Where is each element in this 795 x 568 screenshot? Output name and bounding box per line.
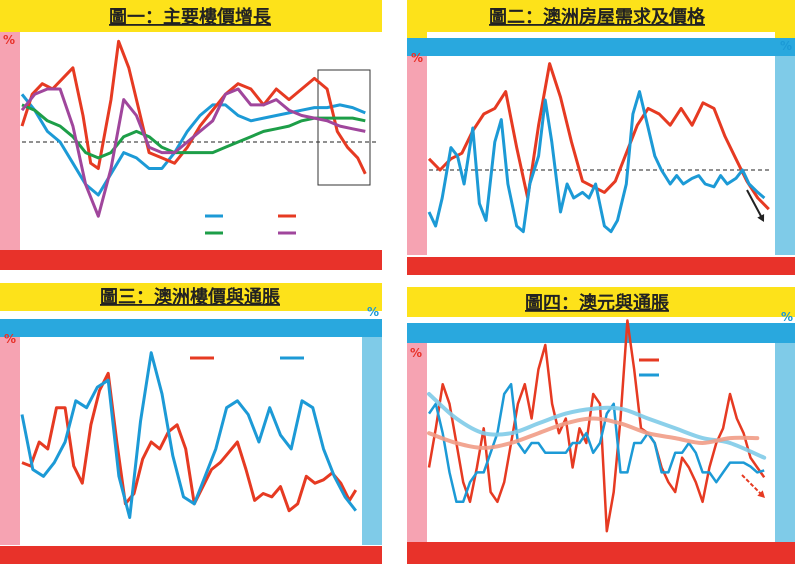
chart-4-right-unit: % — [781, 310, 793, 324]
chart-1-series-line — [20, 93, 366, 197]
chart-4-svg: 圖四：澳元與通脹 % % — [407, 287, 795, 564]
chart-panel-1: 圖一：主要樓價增長 % — [0, 0, 382, 270]
chart-4-bottom-axis-strip — [407, 542, 795, 564]
chart-1-series-line — [20, 39, 367, 175]
chart-2-series-line — [427, 90, 766, 234]
chart-3-series-line — [21, 371, 358, 513]
chart-1-svg: 圖一：主要樓價增長 % — [0, 0, 382, 270]
chart-2-top-axis-strip — [407, 38, 795, 56]
chart-2-arrow-line — [746, 189, 763, 219]
chart-4-trend-line — [427, 392, 767, 460]
chart-4-trend-line — [427, 416, 760, 450]
chart-1-series-line — [20, 87, 366, 218]
chart-3-left-unit: % — [4, 332, 16, 346]
chart-3-title-bar — [0, 283, 382, 311]
chart-4-plot — [427, 319, 767, 533]
chart-panel-2: 圖二：澳洲房屋需求及價格 % % — [407, 0, 795, 275]
chart-4-arrow-head — [757, 490, 765, 498]
chart-4-left-unit: % — [410, 346, 422, 360]
chart-3-right-axis-strip — [362, 337, 382, 545]
chart-1-left-unit: % — [3, 33, 15, 47]
chart-2-title-bar — [407, 0, 795, 32]
chart-2-right-unit: % — [780, 39, 792, 53]
chart-2-left-axis-strip — [407, 56, 427, 255]
chart-4-title-bar — [407, 287, 795, 317]
chart-3-svg: 圖三：澳洲樓價與通脹 % % — [0, 283, 382, 564]
chart-2-plot — [427, 62, 771, 234]
chart-1-left-axis-strip — [0, 32, 20, 250]
chart-2-left-unit: % — [411, 51, 423, 65]
chart-panel-4: 圖四：澳元與通脹 % % — [407, 287, 795, 564]
chart-2-right-axis-strip — [775, 56, 795, 255]
chart-4-series-line — [427, 319, 766, 533]
chart-3-title: 圖三：澳洲樓價與通脹 — [100, 286, 280, 308]
chart-4-arrow-line — [741, 474, 762, 495]
chart-1-plot — [20, 39, 378, 235]
chart-3-top-axis-strip — [0, 319, 382, 337]
chart-1-title-bar — [0, 0, 382, 32]
chart-1-highlight-box — [317, 69, 371, 186]
chart-1-title: 圖一：主要樓價增長 — [109, 6, 272, 28]
chart-3-bottom-axis-strip — [0, 546, 382, 564]
chart-4-series-line — [427, 382, 765, 504]
chart-1-bottom-axis-strip — [0, 250, 382, 270]
chart-3-series-line — [20, 351, 357, 519]
chart-3-left-axis-strip — [0, 337, 20, 545]
chart-3-plot — [20, 351, 358, 519]
chart-2-arrow-head — [757, 214, 765, 222]
chart-1-series-line — [21, 103, 366, 160]
chart-3-right-unit: % — [367, 305, 379, 319]
chart-2-svg: 圖二：澳洲房屋需求及價格 % % — [407, 0, 795, 275]
chart-2-bottom-axis-strip — [407, 257, 795, 275]
chart-panel-3: 圖三：澳洲樓價與通脹 % % — [0, 283, 382, 564]
chart-4-right-axis-strip — [775, 343, 795, 542]
chart-4-left-axis-strip — [407, 343, 427, 542]
chart-2-title: 圖二：澳洲房屋需求及價格 — [489, 6, 706, 28]
chart-4-title: 圖四：澳元與通脹 — [525, 292, 669, 314]
chart-4-top-axis-strip — [407, 323, 795, 343]
chart-2-series-line — [427, 62, 770, 211]
